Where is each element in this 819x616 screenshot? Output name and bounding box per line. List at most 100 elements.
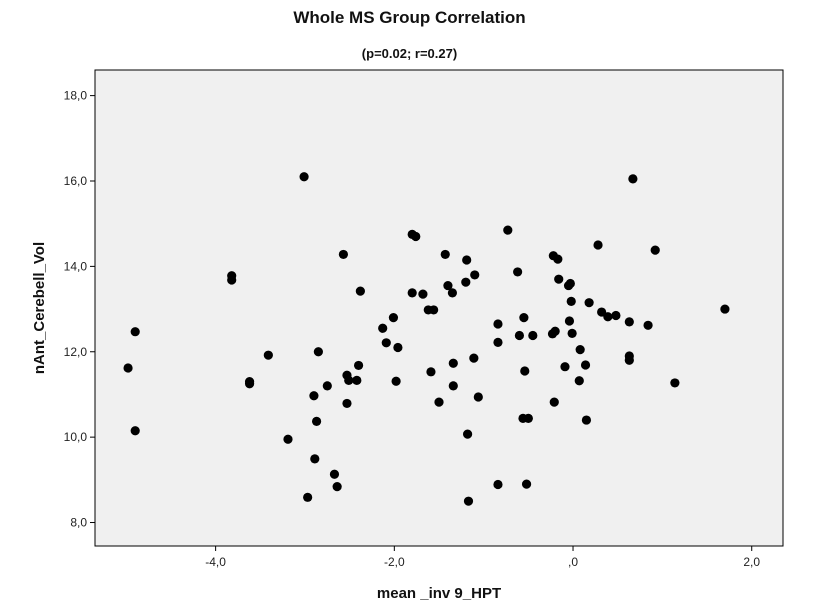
scatter-point (503, 225, 513, 235)
scatter-point (564, 316, 575, 326)
scatter-point (378, 323, 388, 333)
scatter-point (130, 327, 140, 337)
scatter-point (462, 429, 473, 439)
scatter-point (411, 231, 421, 242)
scatter-point (560, 362, 570, 372)
scatter-point (388, 313, 399, 323)
scatter-point (554, 274, 564, 284)
scatter-point (463, 496, 474, 506)
y-tick-label: 16,0 (64, 174, 88, 188)
scatter-point (493, 319, 503, 329)
scatter-point (469, 353, 479, 363)
scatter-point (461, 277, 471, 287)
scatter-point (519, 313, 529, 323)
scatter-point (299, 172, 309, 182)
x-tick-label: 2,0 (743, 555, 760, 569)
scatter-point (244, 379, 255, 389)
scatter-point (391, 376, 401, 386)
scatter-point (332, 482, 342, 492)
scatter-point (650, 245, 660, 255)
scatter-point (418, 289, 428, 299)
scatter-point (344, 375, 354, 385)
y-tick-label: 10,0 (64, 430, 88, 444)
scatter-point (381, 338, 391, 348)
scatter-point (263, 350, 273, 360)
scatter-point (580, 360, 591, 370)
x-tick-label: -4,0 (205, 555, 226, 569)
x-axis-title: mean _inv 9_HPT (377, 585, 501, 602)
scatter-point (313, 347, 323, 357)
scatter-point (549, 397, 559, 407)
scatter-point (553, 254, 563, 264)
y-tick-label: 18,0 (64, 89, 88, 103)
scatter-point (624, 317, 634, 327)
scatter-point (521, 479, 532, 489)
plot-area (94, 69, 784, 547)
scatter-point (407, 288, 417, 298)
scatter-point (514, 330, 525, 341)
scatter-point (493, 337, 503, 347)
scatter-point (303, 492, 313, 502)
x-tick-label: -2,0 (384, 555, 405, 569)
scatter-point (429, 305, 439, 315)
scatter-point (393, 342, 403, 353)
scatter-point (597, 307, 607, 317)
scatter-point (227, 275, 237, 285)
scatter-point (611, 310, 621, 321)
scatter-point (520, 366, 530, 376)
chart-title: Whole MS Group Correlation (293, 8, 526, 27)
scatter-point (528, 330, 538, 341)
scatter-point (584, 298, 594, 308)
scatter-point (426, 367, 436, 377)
scatter-point (123, 363, 133, 373)
scatter-point (311, 416, 322, 426)
scatter-point (581, 415, 592, 425)
scatter-point (448, 381, 458, 391)
scatter-point (342, 398, 352, 409)
scatter-point (130, 426, 140, 436)
scatter-point (440, 249, 450, 260)
scatter-point (720, 304, 730, 314)
scatter-point (447, 288, 458, 298)
scatter-point (353, 360, 364, 371)
scatter-point (593, 240, 603, 250)
scatter-point (355, 286, 365, 296)
scatter-point (513, 267, 523, 277)
x-tick-label: ,0 (568, 555, 578, 569)
scatter-point (574, 376, 584, 386)
scatter-point (603, 312, 613, 322)
scatter-point (575, 345, 585, 355)
scatter-point (567, 328, 577, 339)
scatter-point (523, 413, 533, 423)
y-axis-title: nAnt_Cerebell_Vol (31, 242, 48, 374)
scatter-point (283, 434, 293, 444)
y-tick-label: 14,0 (64, 259, 88, 273)
scatter-point (566, 296, 576, 306)
y-axis-ticks: 8,0 10,0 12,0 14,0 16,0 18,0 (64, 89, 95, 530)
scatter-point (329, 469, 340, 479)
x-axis-ticks: -4,0 -2,0 ,0 2,0 (205, 546, 760, 569)
scatter-point (628, 174, 638, 184)
scatter-point (338, 249, 348, 260)
chart-subtitle: (p=0.02; r=0.27) (361, 46, 458, 61)
scatter-point (352, 375, 362, 385)
scatter-point (470, 270, 480, 280)
scatter-point (550, 326, 560, 336)
scatter-point (443, 280, 453, 291)
scatter-point (309, 391, 319, 401)
y-tick-label: 8,0 (70, 516, 87, 530)
scatter-point (670, 378, 680, 388)
scatter-point (434, 397, 444, 407)
data-points (123, 172, 730, 506)
scatter-point (448, 358, 458, 368)
scatter-point (310, 454, 320, 464)
y-tick-label: 12,0 (64, 345, 88, 359)
scatter-point (473, 392, 483, 402)
scatter-point (493, 479, 503, 490)
scatter-point (462, 255, 472, 265)
scatter-point (565, 278, 575, 289)
scatter-point (322, 381, 332, 391)
scatter-point (643, 320, 653, 330)
scatter-point (624, 355, 634, 365)
